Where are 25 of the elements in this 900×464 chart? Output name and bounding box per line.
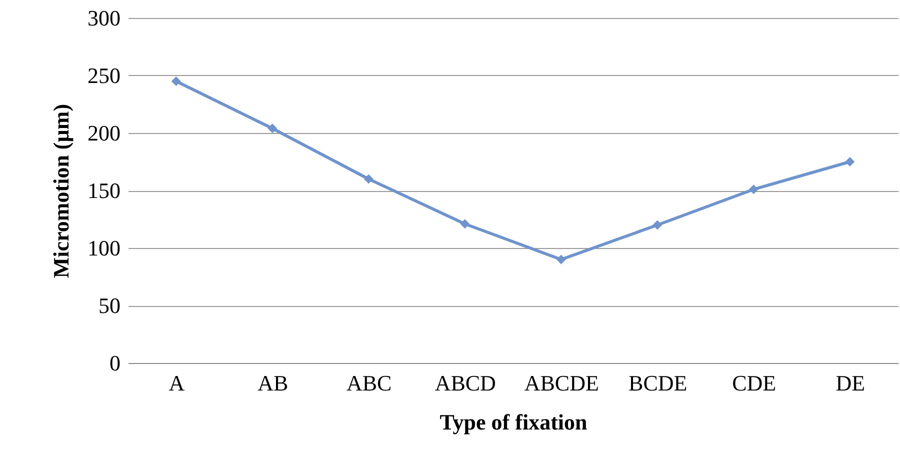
y-axis-title: Micromotion (µm) <box>48 104 74 278</box>
x-tick-label: A <box>168 370 185 396</box>
point <box>748 184 758 194</box>
x-tick-label: BCDE <box>628 370 688 396</box>
y-tick-label: 250 <box>88 63 120 88</box>
point <box>171 76 181 86</box>
x-tick-label: CDE <box>732 370 776 396</box>
x-tick-label: AB <box>258 370 288 396</box>
x-tick-label: ABCDE <box>524 370 599 396</box>
y-tick-label: 150 <box>88 178 120 203</box>
x-tick-label: DE <box>836 370 866 396</box>
point <box>652 220 662 230</box>
point <box>364 174 374 184</box>
x-tick-label: ABC <box>346 370 392 396</box>
y-tick-label: 100 <box>88 236 120 260</box>
x-tick-label: ABCD <box>434 370 496 396</box>
y-tick-label: 200 <box>88 120 120 146</box>
point <box>556 254 566 264</box>
y-tick-label: 50 <box>98 293 120 318</box>
point <box>460 219 470 229</box>
y-tick-label: 0 <box>110 350 120 376</box>
point <box>268 124 278 134</box>
point <box>845 157 855 166</box>
x-axis-title: Type of fixation <box>440 410 588 434</box>
y-tick-label: 300 <box>88 6 120 30</box>
